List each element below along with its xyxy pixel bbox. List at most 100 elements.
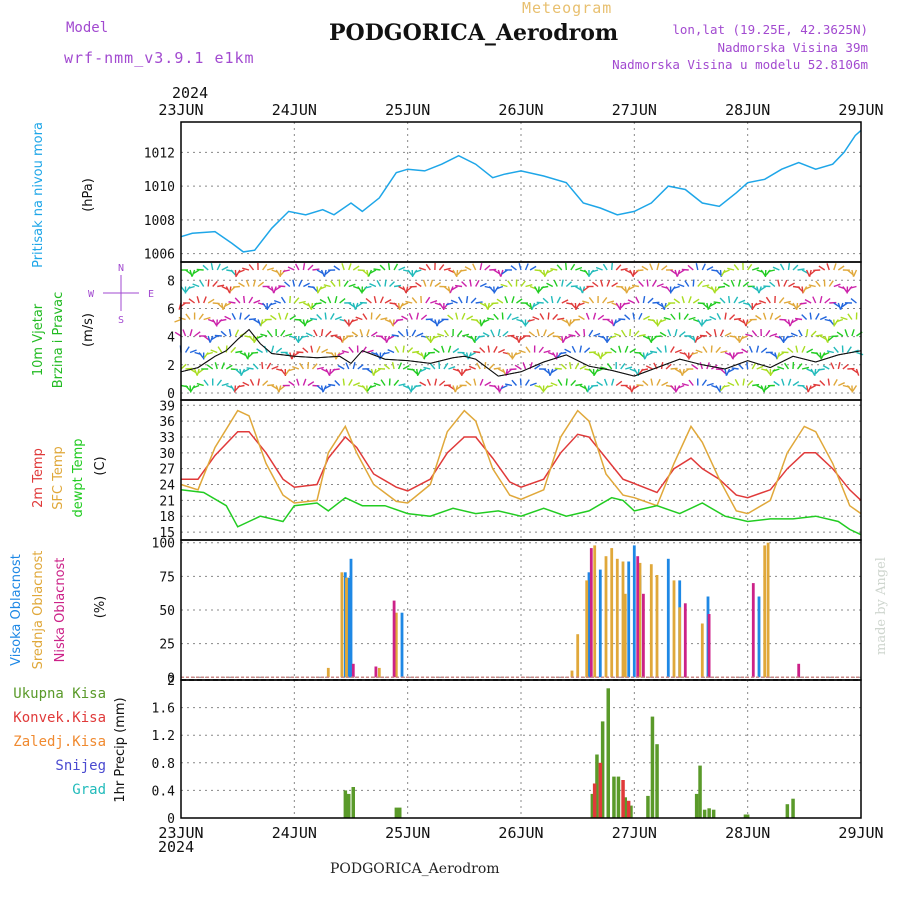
wind-barb [328,368,332,377]
wind-barb [702,284,710,288]
wind-barb [414,384,422,388]
wind-barb [697,319,703,326]
wind-barb [688,379,694,386]
wind-barb [230,269,237,276]
wind-barb [507,334,515,337]
y-tick-label: 100 [152,537,175,552]
wind-barb [688,296,692,304]
bar-srednja-oblacnost [326,667,330,678]
wind-barb [256,348,263,354]
wind-barb [763,385,767,393]
wind-barb [412,269,418,277]
wind-barb [600,279,604,287]
wind-barb [629,269,634,277]
wind-barb [274,285,282,291]
wind-barb [341,350,349,354]
wind-barb [451,285,458,291]
wind-barb [855,368,860,376]
wind-barb [592,281,599,288]
wind-barb [234,368,242,375]
wind-barb [497,269,502,277]
wind-barb [652,301,660,304]
wind-barb [636,269,644,272]
wind-barb [801,345,806,353]
wind-barb [284,312,289,320]
wind-barb [835,318,844,323]
wind-barb [632,269,636,278]
wind-barb [656,263,660,271]
wind-barb [529,265,537,271]
wind-barb [624,314,631,321]
wind-barb [727,368,735,373]
wind-barb [419,368,427,373]
bar-ukupna-kisa [612,776,616,818]
wind-barb [519,335,526,341]
bar-ukupna-kisa [745,814,750,818]
bar-ukupna-kisa [606,688,610,818]
wind-barb [243,352,249,360]
wind-barb [538,346,544,353]
wind-barb [840,316,848,321]
wind-barb [824,335,829,343]
wind-barb [826,263,830,271]
y-tick-label: 1.2 [152,729,175,744]
wind-barb [329,313,335,320]
wind-barb [756,286,760,294]
wind-barb [733,296,739,304]
bar-konvek.kisa [598,762,603,818]
wind-barb [695,349,703,354]
wind-barb [537,286,540,294]
wind-barb [488,363,495,370]
wind-barb [815,334,823,337]
bar-visoka-oblacnost [757,596,761,678]
wind-barb [230,346,237,353]
wind-barb [819,296,823,304]
wind-barb [842,363,849,370]
wind-barb [352,302,357,310]
bar-niska-oblacnost [589,548,593,678]
wind-barb [348,346,354,353]
wind-barb [556,335,563,342]
wind-barb [670,269,677,275]
precip-legend-snijeg: Snijeg [55,758,106,774]
wind-barb [645,365,653,370]
wind-barb [434,378,438,386]
wind-barb [844,329,849,337]
wind-barb [387,335,395,341]
wind-barb [699,334,707,337]
bar-ukupna-kisa [600,721,605,818]
wind-barb [550,295,554,304]
wind-barb [356,302,363,308]
wind-barb [709,302,717,307]
wind-barb [196,296,200,304]
wind-barb [650,378,654,386]
wind-barb [185,367,193,370]
wind-barb [228,328,232,337]
wind-barb [593,351,600,357]
bar-ukupna-kisa [351,787,355,818]
wind-barb [379,296,384,304]
wind-barb [252,335,255,344]
wind-barb [772,368,780,372]
wind-barb [452,385,456,393]
wind-barb [656,283,664,288]
wind-barb [833,283,841,288]
wind-barb [423,366,431,370]
wind-barb [609,335,617,339]
wind-barb [627,299,635,304]
wind-barb [518,349,526,354]
wind-barb [189,385,192,393]
temp-dewpt-label: dewpt Temp [71,438,86,517]
wind-barb [851,368,859,374]
bar-ukupna-kisa [616,776,621,818]
wind-ylabel: 10m Vjetar [31,303,46,376]
x-tick-label-bottom: 23JUN [158,824,203,842]
wind-barb [742,319,747,327]
wind-barb [833,379,838,386]
wind-barb [234,297,241,304]
wind-barb [237,269,245,274]
wind-barb [203,379,209,386]
bar-srednja-oblacnost [623,593,627,678]
wind-barb [797,268,805,271]
wind-barb [758,300,767,304]
